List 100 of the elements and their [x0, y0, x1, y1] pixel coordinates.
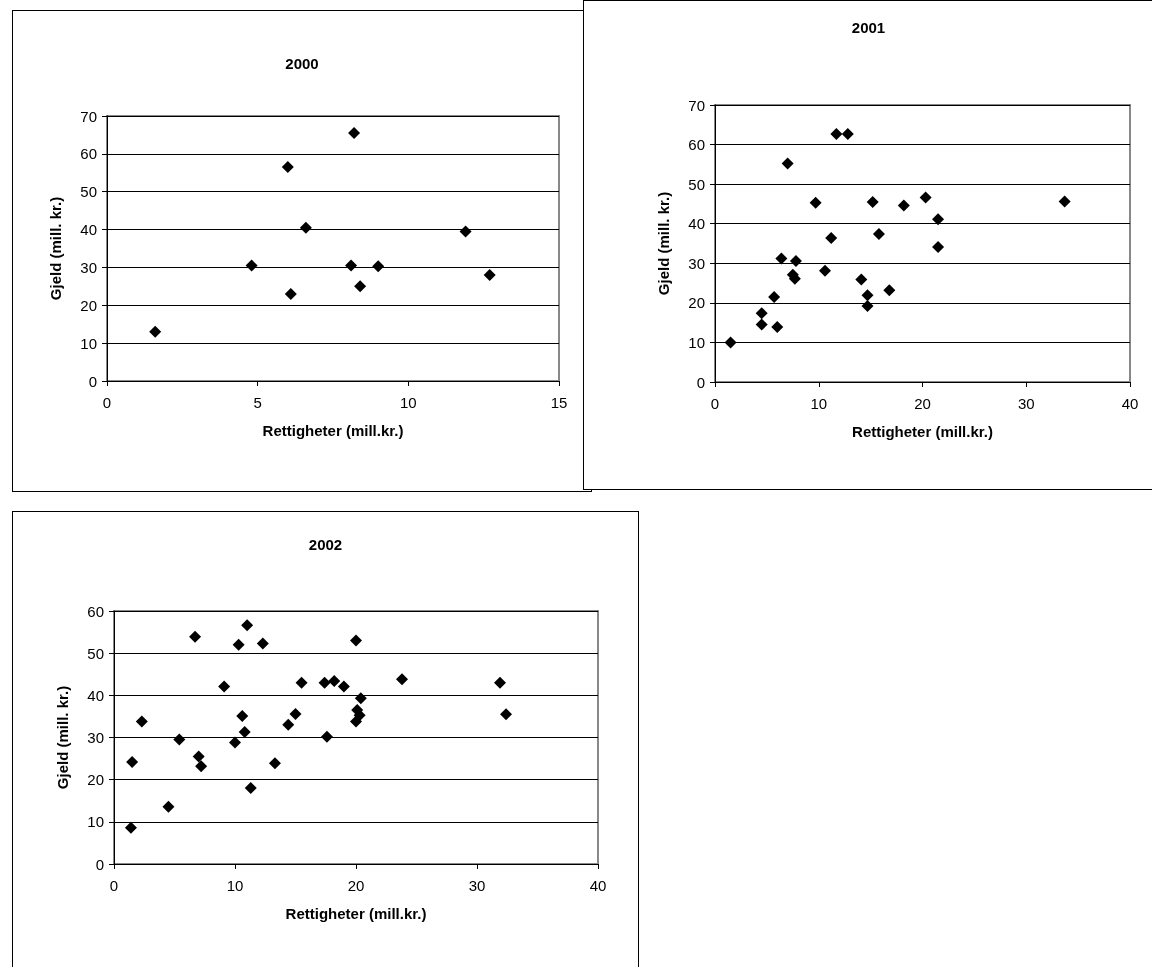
point — [855, 273, 868, 286]
x-tick-label: 40 — [1121, 395, 1139, 412]
point — [229, 736, 241, 749]
point — [897, 199, 910, 212]
y-tick-label: 0 — [696, 373, 705, 391]
point — [295, 676, 308, 689]
point — [825, 231, 838, 244]
y-tick-label: 50 — [688, 175, 705, 193]
y-tick-label: 60 — [87, 602, 104, 620]
y-tick-label: 30 — [688, 254, 705, 272]
chart-title: 2001 — [851, 19, 886, 36]
x-axis-title: Rettigheter (mill.kr.) — [262, 422, 404, 439]
point — [289, 707, 302, 720]
chart-title: 2000 — [285, 55, 319, 72]
y-tick-label: 10 — [87, 813, 104, 831]
point — [932, 213, 945, 226]
point — [500, 708, 513, 721]
x-tick-label: 15 — [550, 394, 568, 411]
y-tick-label: 40 — [87, 686, 104, 704]
y-tick-label: 40 — [688, 215, 705, 233]
y-tick-label: 50 — [80, 183, 97, 201]
point — [755, 318, 768, 331]
y-tick-label: 10 — [688, 333, 705, 351]
point — [320, 730, 333, 743]
point — [245, 259, 258, 272]
point — [459, 225, 472, 238]
y-axis-title: Gjeld (mill. kr.) — [655, 191, 672, 296]
point — [149, 325, 162, 338]
x-tick-label: 5 — [253, 394, 262, 411]
x-tick-label: 10 — [226, 877, 244, 894]
point — [268, 757, 281, 770]
y-tick-label: 0 — [88, 372, 97, 390]
point — [299, 221, 312, 234]
point — [872, 228, 885, 240]
point — [755, 307, 768, 320]
point — [218, 680, 231, 693]
x-tick-label: 20 — [347, 877, 365, 894]
point — [789, 254, 802, 267]
y-tick-label: 0 — [95, 855, 104, 873]
y-tick-label: 70 — [688, 96, 705, 114]
x-tick-label: 20 — [914, 395, 931, 412]
y-tick-label: 70 — [80, 107, 97, 125]
point — [932, 241, 945, 254]
point — [173, 733, 186, 746]
x-axis-title: Rettigheter (mill.kr.) — [285, 905, 427, 922]
x-tick-label: 10 — [399, 394, 417, 411]
point — [861, 289, 874, 302]
point — [395, 673, 408, 686]
point — [354, 692, 367, 705]
y-tick-label: 20 — [688, 294, 705, 312]
x-tick-label: 40 — [589, 877, 607, 894]
y-tick-label: 30 — [87, 729, 104, 746]
y-tick-label: 10 — [80, 334, 97, 352]
point — [1058, 195, 1071, 208]
point — [337, 680, 350, 693]
y-axis-title: Gjeld (mill. kr.) — [47, 196, 64, 301]
point — [818, 264, 831, 277]
x-axis-title: Rettigheter (mill.kr.) — [852, 423, 993, 440]
point — [345, 259, 358, 272]
point — [768, 290, 781, 303]
point — [354, 280, 367, 293]
point — [328, 675, 341, 687]
point — [126, 755, 139, 768]
point — [883, 284, 896, 297]
chart-title: 2002 — [308, 536, 343, 553]
point — [189, 630, 202, 643]
point — [236, 709, 249, 722]
point — [281, 161, 294, 174]
point — [162, 800, 175, 813]
y-tick-label: 50 — [87, 644, 104, 662]
point — [493, 676, 506, 689]
point — [348, 127, 361, 140]
x-tick-label: 30 — [1017, 395, 1035, 412]
point — [809, 196, 822, 209]
point — [232, 638, 245, 651]
point — [841, 127, 854, 140]
point — [195, 760, 208, 773]
point — [919, 191, 932, 204]
y-tick-label: 60 — [688, 136, 705, 154]
x-tick-label: 10 — [810, 395, 828, 412]
x-tick-label: 30 — [468, 877, 486, 894]
point — [781, 157, 794, 170]
point — [244, 782, 257, 795]
y-tick-label: 20 — [80, 296, 97, 314]
point — [135, 715, 148, 728]
y-axis-title: Gjeld (mill. kr.) — [54, 685, 71, 790]
x-tick-label: 0 — [710, 395, 720, 412]
point — [866, 195, 879, 208]
point — [241, 619, 254, 632]
point — [192, 750, 205, 763]
point — [350, 634, 362, 647]
y-tick-label: 40 — [80, 221, 97, 239]
point — [724, 336, 737, 349]
point — [775, 252, 788, 265]
point — [318, 676, 331, 689]
point — [282, 718, 295, 731]
point — [284, 287, 297, 300]
y-tick-label: 60 — [80, 145, 97, 163]
point — [861, 300, 874, 313]
x-tick-label: 0 — [109, 877, 119, 894]
